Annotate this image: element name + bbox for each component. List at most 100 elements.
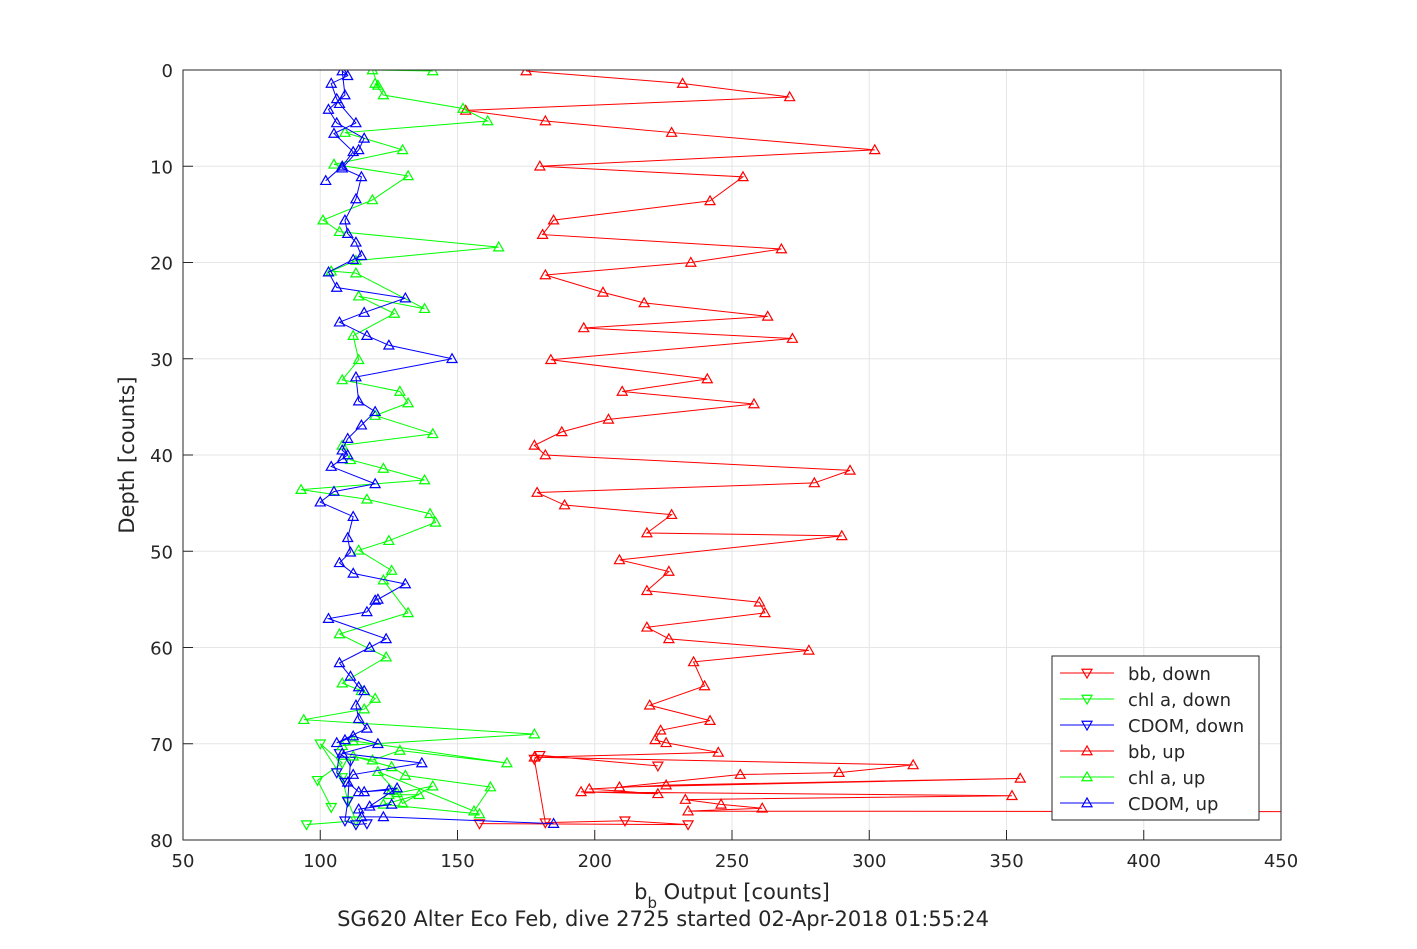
data-point <box>736 170 750 182</box>
data-point <box>445 352 459 364</box>
data-point <box>333 225 346 237</box>
legend-marker <box>1080 668 1094 680</box>
data-point <box>492 240 505 252</box>
data-point <box>756 802 769 813</box>
y-axis-title: Depth [counts] <box>115 376 139 533</box>
data-point <box>338 777 351 789</box>
data-point <box>366 753 379 765</box>
y-tick-label: 20 <box>150 254 173 275</box>
data-point <box>426 779 439 791</box>
data-point <box>687 655 700 667</box>
data-point <box>734 768 747 779</box>
data-point <box>547 213 560 225</box>
data-point <box>369 405 382 417</box>
data-point <box>349 236 362 247</box>
data-point <box>701 372 714 384</box>
axis-ticks: 50 100 150 200 250 300 350 400 450 0 10 20 30 40 50 60 7… <box>150 61 1298 872</box>
data-point <box>676 77 689 88</box>
data-point <box>341 227 354 238</box>
x-tick-label: 50 <box>172 851 195 872</box>
data-point <box>349 699 362 710</box>
data-point <box>528 727 541 739</box>
y-tick-label: 10 <box>150 157 173 178</box>
x-axis-title: bb Output [counts] <box>634 880 830 912</box>
data-point <box>536 228 549 239</box>
data-point <box>596 286 610 297</box>
data-point <box>528 751 541 762</box>
data-point <box>747 397 760 409</box>
data-point <box>371 79 384 90</box>
data-point <box>481 114 494 126</box>
data-point <box>424 507 437 519</box>
data-point <box>371 593 384 604</box>
legend-label: bb, up <box>1128 742 1185 763</box>
data-point <box>640 526 653 538</box>
data-point <box>355 249 368 261</box>
data-point <box>360 493 373 504</box>
data-point <box>1014 772 1027 783</box>
data-point <box>531 486 544 497</box>
data-point <box>651 761 664 773</box>
data-point <box>341 432 354 443</box>
data-point <box>330 281 343 292</box>
data-point <box>349 370 362 382</box>
data-point <box>783 90 796 102</box>
data-point <box>665 126 678 137</box>
data-point <box>325 460 338 471</box>
data-point <box>391 781 404 793</box>
x-tick-label: 350 <box>989 851 1023 872</box>
data-point <box>786 332 799 343</box>
data-point <box>399 291 412 303</box>
data-point <box>704 714 717 726</box>
y-tick-label: 60 <box>150 639 173 660</box>
y-tick-label: 80 <box>150 831 173 852</box>
legend-marker <box>1080 770 1094 782</box>
y-tick-label: 30 <box>150 350 173 371</box>
data-point <box>429 516 442 527</box>
data-point <box>613 780 626 792</box>
series-line <box>465 70 1281 813</box>
legend-item: chl a, down <box>1060 690 1231 711</box>
data-point <box>528 754 541 766</box>
data-point <box>654 724 667 735</box>
data-point <box>347 329 360 340</box>
data-point <box>473 819 486 830</box>
data-point <box>349 192 362 204</box>
data-point <box>344 670 357 681</box>
data-point <box>399 577 412 589</box>
data-point <box>835 529 848 541</box>
data-point <box>402 396 415 408</box>
data-point <box>651 787 664 799</box>
data-point <box>347 145 360 157</box>
data-point <box>618 816 631 827</box>
legend-item: bb, down <box>1060 664 1211 685</box>
data-point <box>558 498 571 510</box>
y-tick-label: 40 <box>150 446 173 467</box>
data-point <box>347 253 360 264</box>
data-point <box>327 127 341 138</box>
data-point <box>333 315 346 327</box>
legend-item: chl a, up <box>1060 768 1205 789</box>
data-point <box>385 564 398 575</box>
data-point <box>528 439 541 450</box>
data-point <box>388 307 401 318</box>
data-point <box>649 733 662 745</box>
legend-marker <box>1080 796 1094 808</box>
data-point <box>704 194 717 206</box>
data-point <box>426 427 439 439</box>
data-point <box>602 413 615 424</box>
data-point <box>385 798 398 809</box>
data-point <box>662 632 675 644</box>
data-point <box>352 394 365 406</box>
data-point <box>344 546 357 557</box>
data-point <box>369 692 382 703</box>
data-point <box>325 802 338 814</box>
legend-item: bb, up <box>1060 742 1185 763</box>
data-point <box>352 143 365 155</box>
data-point <box>358 702 371 714</box>
data-point <box>347 729 360 741</box>
x-tick-label: 450 <box>1264 851 1298 872</box>
data-point <box>341 797 354 808</box>
